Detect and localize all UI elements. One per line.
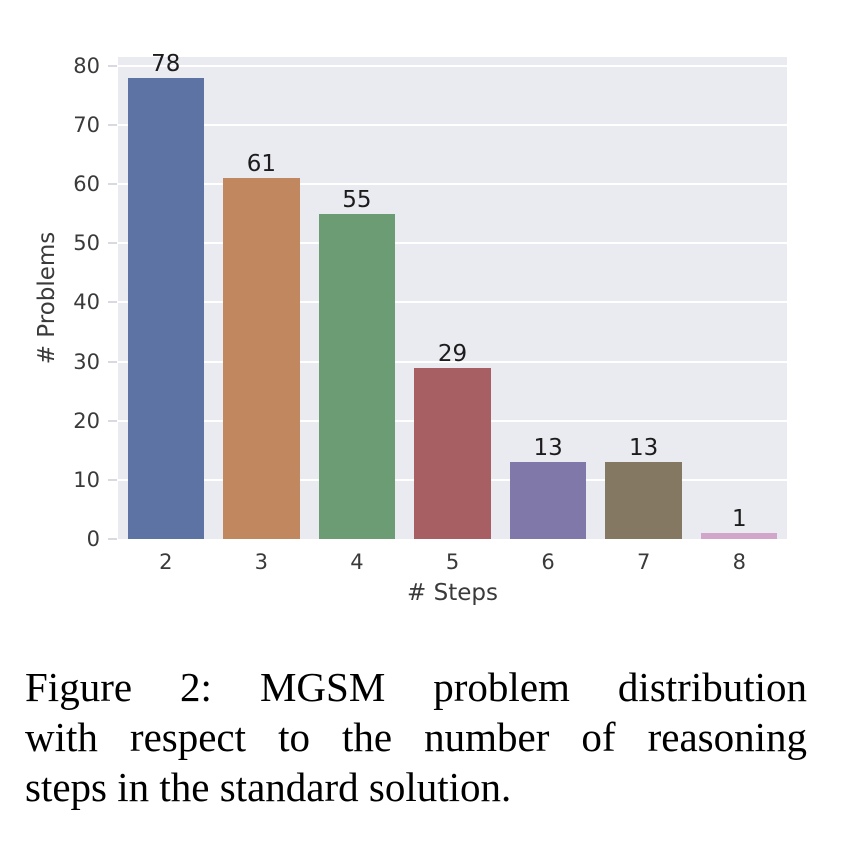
caption-line: steps in the standard solution.	[25, 764, 512, 810]
x-axis-ticks: 2 3 4 5 6 7 8	[118, 550, 787, 574]
y-tick-mark	[108, 242, 117, 245]
bar-value-label: 13	[629, 435, 659, 462]
x-tick-label: 4	[350, 550, 364, 574]
y-tick-label: 80	[73, 53, 100, 78]
bar-value-label: 61	[246, 151, 276, 178]
y-tick-label: 0	[86, 527, 100, 551]
bar-slot: 13	[500, 57, 596, 539]
bar-value-label: 55	[342, 186, 372, 213]
gridline	[118, 360, 787, 363]
bar-value-label: 29	[437, 340, 468, 367]
y-tick-mark	[108, 183, 117, 186]
y-tick-mark	[108, 124, 117, 126]
figure-caption: Figure 2: MGSM problem distribution with…	[25, 662, 807, 812]
bar-step-2	[127, 77, 205, 539]
x-tick-label: 3	[254, 550, 269, 574]
y-tick-label: 20	[73, 408, 100, 433]
y-tick-mark	[108, 301, 117, 304]
gridline	[118, 64, 787, 67]
bar-value-label: 13	[533, 435, 563, 462]
x-tick-label: 8	[732, 550, 746, 574]
y-tick-mark	[108, 478, 117, 481]
bars: 78 61 55 29 13 13 1	[118, 52, 787, 539]
bar-step-3	[223, 178, 300, 539]
y-tick-mark	[108, 538, 117, 540]
bar-step-8	[701, 533, 778, 539]
gridline	[118, 183, 787, 186]
x-tick-label: 5	[445, 550, 460, 574]
bar-slot: 61	[214, 57, 310, 539]
bar-value-label: 78	[151, 50, 181, 77]
y-tick-label: 60	[73, 172, 100, 197]
y-tick-label: 50	[73, 231, 100, 256]
x-tick-label: 7	[636, 550, 651, 574]
bar-slot: 29	[405, 57, 501, 539]
bar-value-label: 1	[731, 506, 747, 533]
gridline	[118, 124, 787, 127]
x-tick-label: 6	[541, 550, 555, 574]
x-tick-label: 2	[159, 550, 173, 574]
bar-step-6	[509, 462, 587, 539]
y-tick-mark	[108, 360, 117, 363]
caption-line: with respect to the number of reasoning	[25, 714, 807, 760]
x-axis-label: # Steps	[407, 580, 498, 606]
y-tick-mark	[108, 419, 117, 422]
gridline	[118, 242, 787, 245]
bar-step-5	[414, 367, 491, 539]
bar-step-4	[318, 213, 396, 539]
y-tick-label: 30	[73, 349, 100, 374]
caption-line: Figure 2: MGSM problem distribution	[25, 664, 807, 710]
gridline	[118, 301, 787, 304]
bar-slot: 13	[596, 57, 692, 539]
bar-slot: 1	[691, 57, 787, 539]
y-tick-label: 40	[73, 290, 100, 315]
y-tick-label: 70	[73, 113, 100, 137]
bar-slot: 55	[309, 57, 405, 539]
bar-step-7	[605, 462, 682, 539]
plot-area: 78 61 55 29 13 13 1	[118, 52, 787, 539]
y-tick-label: 10	[73, 467, 100, 492]
y-tick-mark	[108, 64, 117, 67]
bar-chart-figure: # Problems 0 10 20 30 40 50 60 70 80 78 61 55 29 13 1…	[34, 52, 787, 606]
bar-slot: 78	[118, 52, 214, 539]
